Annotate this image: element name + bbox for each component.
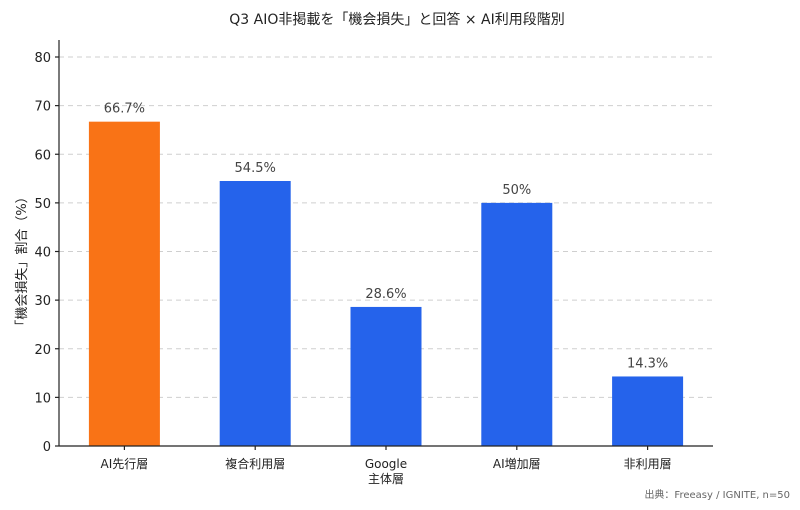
x-tick-labels: AI先行層 複合利用層 Google 主体層 AI増加層 非利用層: [101, 446, 672, 486]
x-tick-label-line: Google: [365, 457, 407, 471]
bar: [612, 376, 684, 446]
data-labels: 66.7% 54.5% 28.6% 50% 14.3%: [104, 102, 669, 372]
x-tick-label: Google 主体層: [365, 457, 407, 486]
data-label: 54.5%: [235, 161, 276, 176]
y-tick-label: 60: [34, 148, 51, 163]
y-tick-label: 30: [34, 294, 51, 309]
bar: [481, 202, 553, 446]
bar: [219, 180, 291, 446]
x-tick-label-line: 複合利用層: [225, 456, 285, 471]
x-tick-label: 複合利用層: [225, 456, 285, 471]
grid-lines: [59, 56, 713, 398]
data-label: 66.7%: [104, 102, 145, 117]
x-tick-label-line: 主体層: [368, 472, 404, 486]
x-tick-label: AI増加層: [493, 457, 541, 471]
y-tick-label: 20: [34, 343, 51, 358]
y-axis-label: 「機会損失」割合（%）: [14, 190, 30, 332]
data-label: 50%: [502, 183, 531, 198]
y-tick-label: 40: [34, 246, 51, 261]
data-label: 28.6%: [365, 287, 406, 302]
bars: [88, 121, 684, 446]
y-tick-labels: 0 10 20 30 40 50 60 70 80: [34, 51, 59, 455]
data-label: 14.3%: [627, 356, 668, 371]
y-tick-label: 50: [34, 197, 51, 212]
bar: [350, 306, 422, 446]
bar: [88, 121, 160, 446]
y-tick-label: 10: [34, 391, 51, 406]
y-tick-label: 0: [43, 440, 51, 455]
y-tick-label: 80: [34, 51, 51, 66]
y-tick-label: 70: [34, 100, 51, 115]
x-tick-label-line: 非利用層: [624, 457, 672, 471]
source-note: 出典：Freeasy / IGNITE, n=50: [644, 488, 790, 501]
x-tick-label: 非利用層: [624, 457, 672, 471]
x-tick-label-line: AI増加層: [493, 457, 541, 471]
x-tick-label: AI先行層: [101, 457, 149, 471]
chart-title: Q3 AIO非掲載を「機会損失」と回答 × AI利用段階別: [229, 11, 564, 28]
x-tick-label-line: AI先行層: [101, 457, 149, 471]
